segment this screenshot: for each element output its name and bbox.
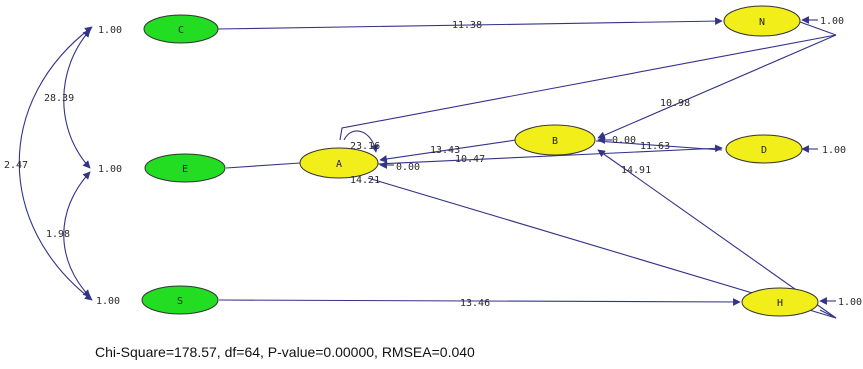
- path-label-b-d: 11.63: [640, 141, 670, 152]
- path-label-b-a: 13.43: [430, 145, 460, 156]
- covariance-label-e-s: 1.98: [46, 229, 70, 240]
- path-label-n-b: 10.98: [660, 98, 690, 109]
- node-label-h: H: [777, 298, 783, 309]
- path-n-b: [597, 34, 837, 139]
- path-s-h: [218, 298, 741, 306]
- node-h: [741, 287, 819, 317]
- node-label-s: S: [177, 296, 183, 307]
- variance-label-n: 1.00: [820, 16, 844, 27]
- path-label-a-h: 14.21: [350, 175, 380, 186]
- path-e-a: [225, 162, 301, 169]
- node-label-e: E: [182, 164, 188, 175]
- node-e: [144, 153, 226, 183]
- node-label-a: A: [336, 159, 342, 170]
- node-n: [723, 5, 801, 37]
- node-d: [725, 134, 803, 164]
- covariance-arc-c-s: [18, 26, 93, 301]
- path-n-a-return: [339, 34, 837, 141]
- path-label-a-d: 10.47: [455, 154, 485, 165]
- node-label-d: D: [761, 145, 767, 156]
- node-s: [141, 285, 219, 315]
- variance-label-s: 1.00: [96, 296, 120, 307]
- covariance-arc-c-e: [63, 29, 91, 169]
- variance-label-c: 1.00: [98, 25, 122, 36]
- path-label-a-self: 23.16: [350, 141, 380, 152]
- variance-label-d: 1.00: [822, 145, 846, 156]
- node-label-n: N: [759, 17, 765, 28]
- path-label-s-h: 13.46: [460, 298, 490, 309]
- covariance-label-c-e: 28.39: [44, 93, 74, 104]
- path-c-n: [216, 17, 723, 30]
- path-b-d: [595, 140, 723, 151]
- covariance-arc-e-s: [63, 171, 91, 298]
- covariance-label-c-s: 2.47: [4, 160, 28, 171]
- path-label-c-n: 11.38: [452, 20, 482, 31]
- variance-label-h: 1.00: [838, 297, 862, 308]
- variance-label-b: 0.00: [612, 135, 636, 146]
- variance-label-a: 0.00: [396, 162, 420, 173]
- node-label-c: C: [178, 25, 184, 36]
- node-c: [143, 14, 219, 44]
- node-label-b: B: [552, 136, 558, 147]
- path-n-tail: [799, 21, 837, 36]
- path-h-tail: [819, 309, 837, 319]
- fit-statistics: Chi-Square=178.57, df=64, P-value=0.0000…: [95, 344, 475, 360]
- variance-label-e: 1.00: [98, 164, 122, 175]
- path-a-self-loop: [343, 130, 379, 153]
- path-a-d: [377, 144, 723, 165]
- path-label-h-b: 14.91: [621, 165, 651, 176]
- node-a: [299, 147, 379, 179]
- node-b: [514, 124, 596, 156]
- path-b-a: [379, 139, 517, 163]
